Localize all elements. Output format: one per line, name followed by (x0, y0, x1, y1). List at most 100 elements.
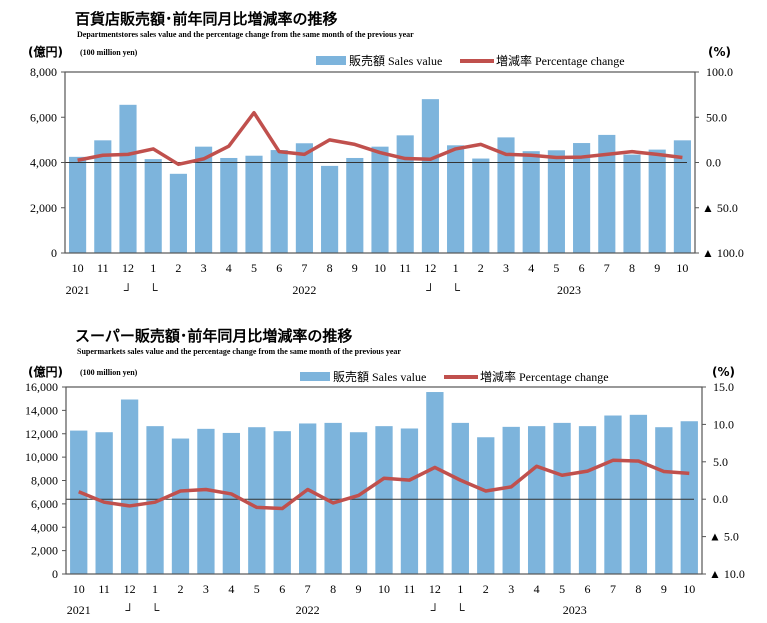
bar-18 (522, 151, 540, 253)
month-label: 2 (175, 261, 181, 275)
bar-16 (477, 437, 495, 574)
left-tick-label: 4,000 (31, 520, 58, 534)
left-tick-label: 10,000 (25, 450, 58, 464)
month-label: 11 (399, 261, 411, 275)
month-label: 11 (97, 261, 109, 275)
month-label: 8 (330, 582, 336, 596)
left-tick-label: 0 (52, 567, 58, 581)
month-label: 9 (661, 582, 667, 596)
chart-subtitle: Departmentstores sales value and the per… (77, 30, 414, 39)
month-label: 7 (610, 582, 616, 596)
left-tick-label: 8,000 (30, 65, 57, 79)
bar-14 (426, 392, 444, 574)
legend-bar-swatch (316, 56, 346, 65)
legend-bar-label: 販売額 Sales value (333, 369, 426, 384)
bar-10 (321, 165, 339, 253)
month-label: 6 (276, 261, 282, 275)
month-label: 3 (203, 582, 209, 596)
month-label: 2 (483, 582, 489, 596)
bar-2 (120, 399, 139, 574)
bar-2 (119, 104, 137, 254)
bar-11 (349, 432, 368, 574)
left-tick-label: 16,000 (25, 380, 58, 394)
year-label: 2023 (563, 603, 587, 617)
legend-bar-label: 販売額 Sales value (349, 53, 442, 68)
right-tick-label: 0.0 (713, 492, 728, 506)
month-label: 5 (251, 261, 257, 275)
bar-8 (270, 150, 288, 253)
bar-22 (629, 414, 648, 574)
month-label: 1 (457, 582, 463, 596)
bar-16 (472, 158, 490, 253)
chart-title: 百貨店販売額･前年同月比増減率の推移 (75, 10, 338, 28)
month-label: 10 (683, 582, 695, 596)
year-label: 2021 (66, 283, 90, 297)
bar-20 (573, 143, 591, 253)
bar-10 (324, 422, 342, 574)
month-label: 6 (579, 261, 585, 275)
bar-4 (171, 438, 190, 574)
month-label: 8 (635, 582, 641, 596)
bar-3 (146, 426, 164, 574)
month-label: 5 (553, 261, 559, 275)
month-label: 6 (279, 582, 285, 596)
left-tick-label: 14,000 (25, 403, 58, 417)
left-axis-unit-en: (100 million yen) (80, 368, 138, 377)
month-label: 10 (72, 261, 84, 275)
bar-7 (245, 155, 263, 253)
month-label: 8 (629, 261, 635, 275)
month-label: 4 (226, 261, 232, 275)
bar-21 (604, 415, 622, 574)
month-label: 10 (676, 261, 688, 275)
bar-4 (169, 173, 187, 253)
month-label: 12 (424, 261, 436, 275)
month-label: 7 (604, 261, 610, 275)
bar-15 (447, 145, 465, 253)
right-tick-label: ▲ 5.0 (709, 530, 739, 544)
bar-5 (197, 428, 215, 574)
bar-15 (451, 422, 469, 574)
month-label: 11 (98, 582, 110, 596)
month-label: 3 (201, 261, 207, 275)
month-label: 4 (228, 582, 234, 596)
bar-6 (222, 432, 241, 574)
bar-23 (655, 427, 673, 574)
bar-11 (346, 157, 364, 253)
left-axis-unit: (億円) (28, 364, 63, 379)
month-label: 1 (453, 261, 459, 275)
bar-13 (396, 135, 414, 253)
month-label: 7 (305, 582, 311, 596)
month-label: 1 (152, 582, 158, 596)
month-label: 2 (478, 261, 484, 275)
year-label: ┘ (125, 603, 134, 617)
month-label: 5 (559, 582, 565, 596)
bar-12 (375, 426, 393, 574)
right-tick-label: 100.0 (706, 65, 733, 79)
month-label: 4 (534, 582, 540, 596)
year-label: 2022 (292, 283, 316, 297)
month-label: 6 (585, 582, 591, 596)
left-tick-label: 0 (51, 246, 57, 260)
bar-24 (673, 140, 691, 253)
month-label: 12 (124, 582, 136, 596)
year-label: 2022 (296, 603, 320, 617)
year-label: 2023 (557, 283, 581, 297)
year-label: ┘ (426, 283, 435, 297)
right-tick-label: ▲ 10.0 (709, 567, 745, 581)
month-label: 3 (508, 582, 514, 596)
year-label: └ (151, 603, 160, 617)
bar-0 (70, 430, 88, 574)
right-tick-label: 0.0 (706, 156, 721, 170)
year-label: ┘ (124, 283, 133, 297)
chart-subtitle: Supermarkets sales value and the percent… (77, 347, 401, 356)
left-tick-label: 12,000 (25, 427, 58, 441)
bar-21 (598, 134, 616, 253)
legend-line-label: 増減率 Percentage change (496, 53, 625, 68)
bar-6 (220, 157, 238, 253)
bar-1 (94, 140, 112, 253)
bar-12 (371, 146, 389, 253)
month-label: 4 (528, 261, 534, 275)
left-axis-unit: (億円) (28, 44, 63, 59)
left-axis-unit-en: (100 million yen) (80, 48, 138, 57)
